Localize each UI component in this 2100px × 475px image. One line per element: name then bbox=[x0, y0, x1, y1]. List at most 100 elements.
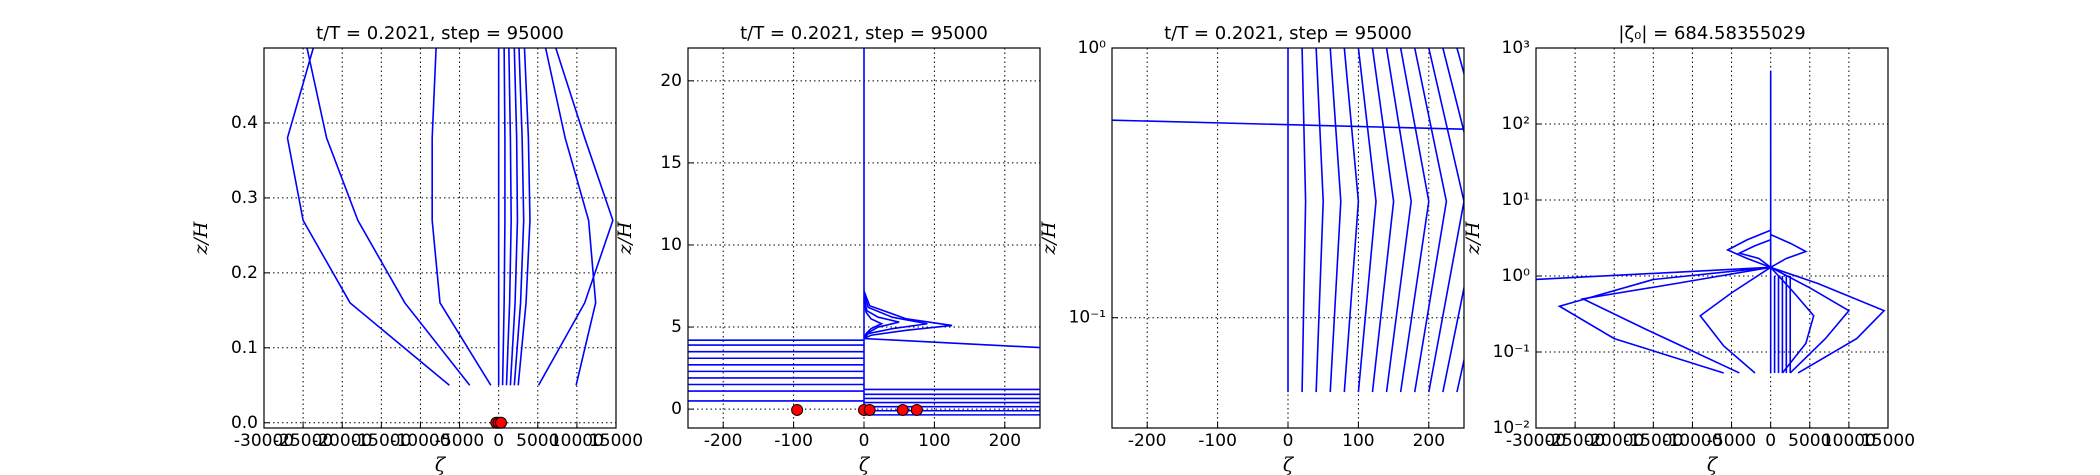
line bbox=[286, 48, 450, 386]
y-tick-label: 15 bbox=[660, 153, 682, 173]
line bbox=[863, 337, 1040, 349]
plot-area bbox=[286, 48, 614, 386]
line bbox=[1428, 48, 1464, 393]
y-tick-label: 10⁰ bbox=[1078, 38, 1107, 58]
line bbox=[517, 48, 531, 386]
plot-area bbox=[1536, 70, 1886, 374]
line bbox=[1343, 48, 1360, 393]
line bbox=[505, 48, 512, 386]
line bbox=[1301, 48, 1307, 393]
point bbox=[495, 416, 508, 429]
line bbox=[1329, 48, 1342, 393]
line bbox=[1737, 238, 1772, 268]
line bbox=[431, 48, 492, 386]
chart-title: t/T = 0.2021, step = 95000 bbox=[316, 23, 564, 44]
line bbox=[1557, 266, 1771, 374]
x-tick-label: -30000 bbox=[234, 431, 294, 451]
y-axis-label: z/H bbox=[190, 221, 212, 255]
y-tick-label: 10⁻¹ bbox=[1493, 342, 1530, 362]
chart-title: t/T = 0.2021, step = 95000 bbox=[740, 23, 988, 44]
x-axis-label: ζ bbox=[1707, 454, 1719, 475]
x-tick-label: -15000 bbox=[351, 431, 411, 451]
x-tick-label: 10000 bbox=[550, 431, 604, 451]
line bbox=[1770, 233, 1808, 269]
y-tick-label: 10 bbox=[660, 235, 682, 255]
x-tick-label: 15000 bbox=[589, 431, 643, 451]
line bbox=[1371, 48, 1395, 393]
chart-title: |ζ₀| = 684.58355029 bbox=[1618, 23, 1805, 44]
x-axis-label: ζ bbox=[1283, 454, 1295, 475]
x-tick-label: 0 bbox=[1283, 431, 1294, 451]
line bbox=[544, 48, 597, 386]
line bbox=[509, 48, 519, 386]
y-tick-label: 10⁻¹ bbox=[1069, 308, 1106, 328]
axes: -200 -100 0 100 200 10⁻¹ 10⁰ t/T = 0.2021, step… bbox=[1038, 23, 1465, 475]
line bbox=[1413, 48, 1448, 393]
x-tick-label: -10000 bbox=[1662, 431, 1722, 451]
x-tick-label: 0 bbox=[493, 431, 504, 451]
line bbox=[1456, 48, 1464, 393]
y-tick-label: 5 bbox=[671, 317, 682, 337]
point bbox=[791, 403, 804, 416]
x-tick-label: 10000 bbox=[1822, 431, 1876, 451]
plot-area bbox=[1112, 48, 1464, 393]
x-tick-label: -5000 bbox=[1707, 431, 1756, 451]
x-tick-label: 5000 bbox=[516, 431, 559, 451]
line bbox=[1770, 266, 1886, 374]
point bbox=[910, 403, 923, 416]
line bbox=[1385, 48, 1413, 393]
x-tick-label: -10000 bbox=[390, 431, 450, 451]
point bbox=[863, 403, 876, 416]
x-tick-label: -5000 bbox=[435, 431, 484, 451]
line bbox=[863, 290, 953, 340]
line bbox=[1357, 48, 1377, 393]
line bbox=[537, 48, 614, 386]
y-tick-label: 10³ bbox=[1502, 38, 1530, 58]
y-tick-label: 0.0 bbox=[231, 413, 258, 433]
y-tick-label: 10² bbox=[1502, 114, 1530, 134]
x-tick-label: -20000 bbox=[312, 431, 372, 451]
x-tick-label: 200 bbox=[989, 431, 1021, 451]
axes: -30000-25000-20000-15000-10000-5000 0 5000… bbox=[190, 23, 643, 475]
x-tick-label: 100 bbox=[918, 431, 950, 451]
axes-frame bbox=[263, 47, 617, 429]
x-tick-label: -30000 bbox=[1506, 431, 1566, 451]
x-tick-label: 200 bbox=[1413, 431, 1445, 451]
line bbox=[1442, 48, 1464, 393]
axes: -30000-25000-20000-15000-10000-5000 0 5000… bbox=[1462, 23, 1915, 475]
line bbox=[1315, 48, 1325, 393]
y-axis-label: z/H bbox=[1038, 221, 1060, 255]
line bbox=[1770, 266, 1851, 374]
y-tick-label: 0.2 bbox=[231, 263, 258, 283]
y-tick-label: 10⁰ bbox=[1502, 266, 1531, 286]
y-tick-label: 0 bbox=[671, 399, 682, 419]
axes-frame bbox=[687, 47, 1041, 429]
y-tick-label: 0.1 bbox=[231, 338, 258, 358]
chart-title: t/T = 0.2021, step = 95000 bbox=[1164, 23, 1412, 44]
line bbox=[1580, 266, 1771, 374]
y-tick-label: 10¹ bbox=[1502, 190, 1530, 210]
line bbox=[1725, 229, 1771, 269]
axes-frame bbox=[1535, 47, 1889, 429]
x-tick-label: -100 bbox=[774, 431, 813, 451]
x-tick-label: -25000 bbox=[1545, 431, 1605, 451]
line bbox=[1536, 266, 1771, 281]
y-axis-label: z/H bbox=[1462, 221, 1484, 255]
x-tick-label: 0 bbox=[1765, 431, 1776, 451]
line bbox=[501, 48, 506, 386]
x-tick-label: 0 bbox=[859, 431, 870, 451]
x-tick-label: -200 bbox=[1128, 431, 1167, 451]
y-axis-label: z/H bbox=[614, 221, 636, 255]
x-tick-label: -15000 bbox=[1623, 431, 1683, 451]
point bbox=[896, 403, 909, 416]
line bbox=[863, 300, 884, 339]
axes-frame bbox=[1111, 47, 1465, 429]
x-tick-label: 15000 bbox=[1861, 431, 1915, 451]
y-tick-label: 0.3 bbox=[231, 188, 258, 208]
x-axis-label: ζ bbox=[859, 454, 871, 475]
x-tick-label: 5000 bbox=[1788, 431, 1831, 451]
y-tick-label: 0.4 bbox=[231, 113, 258, 133]
line bbox=[1699, 266, 1772, 374]
line bbox=[513, 48, 525, 386]
